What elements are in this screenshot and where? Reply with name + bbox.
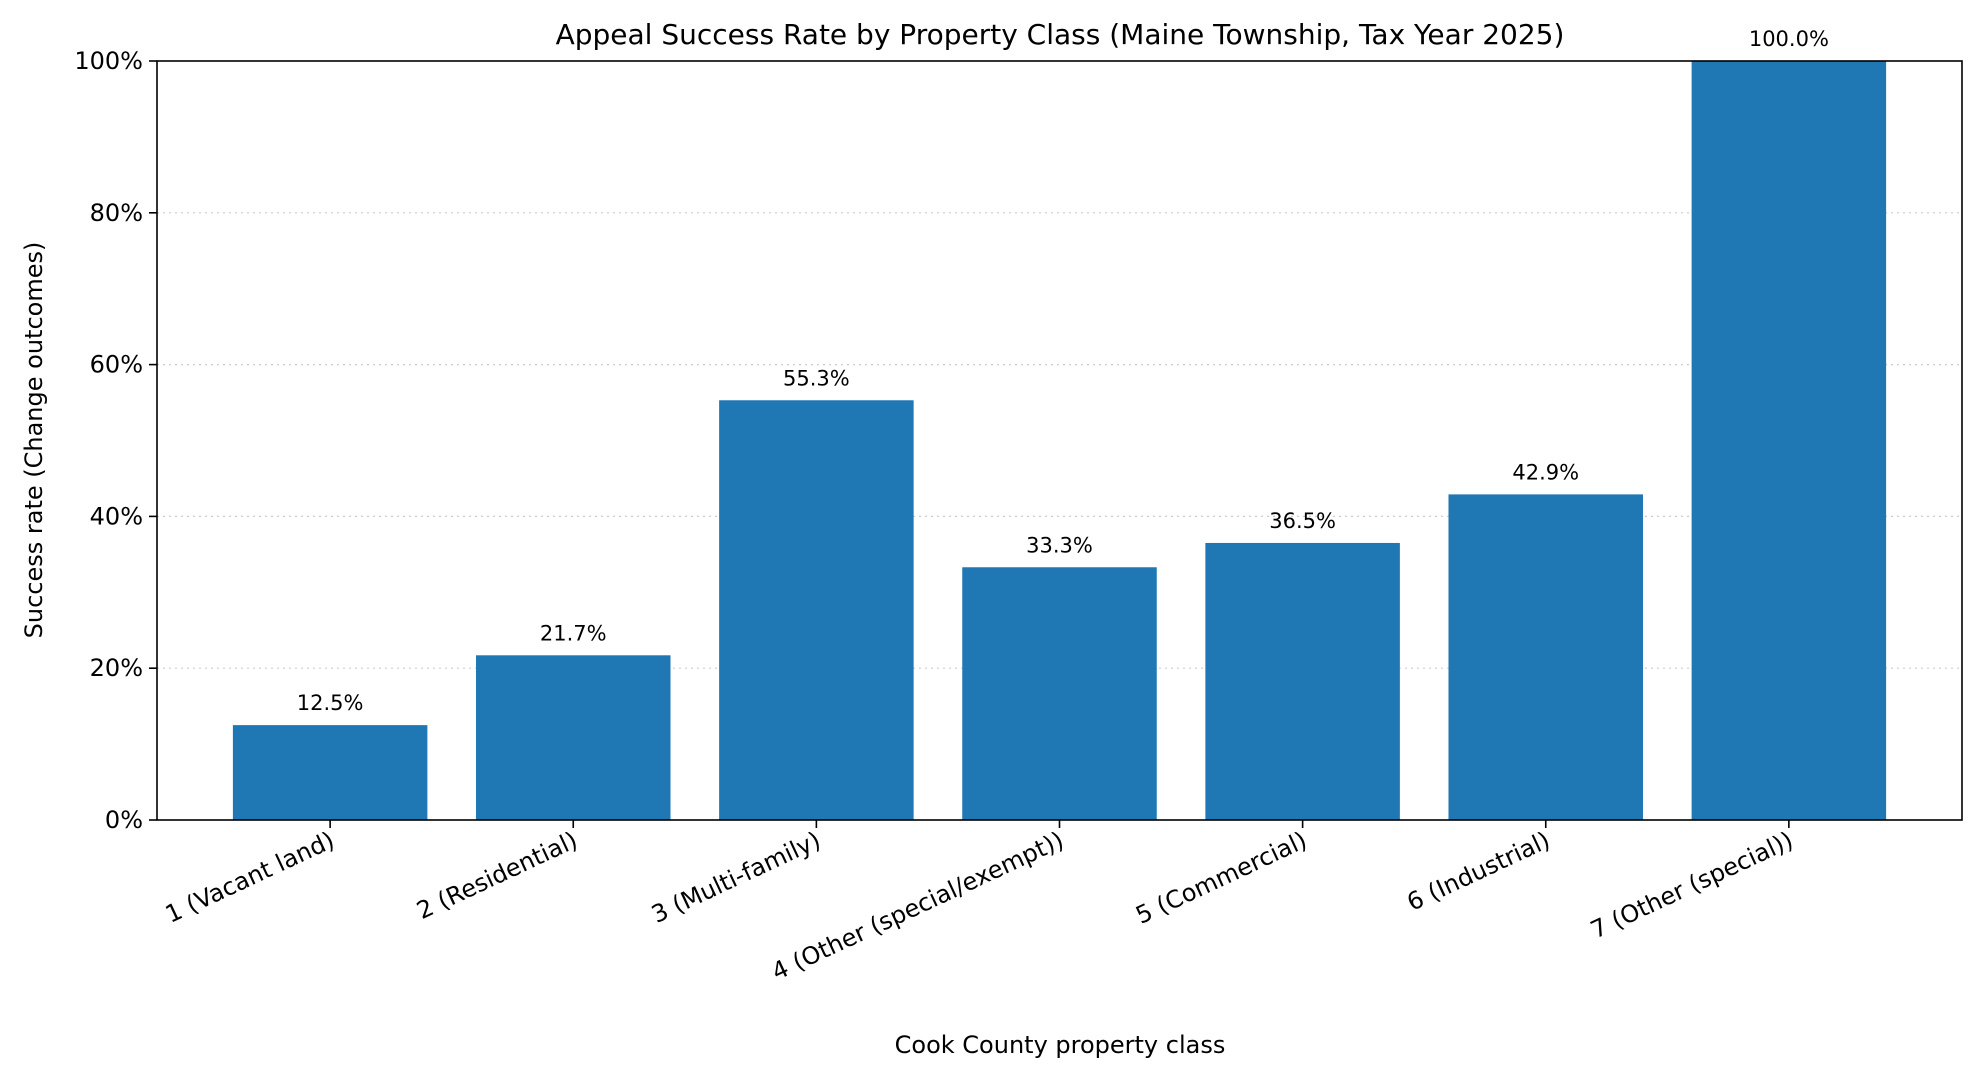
x-tick-label: 6 (Industrial) [1403, 826, 1555, 917]
bar [962, 567, 1157, 820]
data-label: 21.7% [540, 621, 607, 645]
bar [476, 655, 671, 820]
data-label: 55.3% [783, 366, 850, 390]
x-axis-label: Cook County property class [895, 1031, 1226, 1059]
y-axis-ticks: 0% 20% 40% 60% 80% 100% [74, 47, 157, 834]
bar [1205, 542, 1400, 820]
x-tick-label: 2 (Residential) [412, 826, 581, 925]
y-tick-label: 80% [90, 199, 143, 227]
data-label: 36.5% [1269, 509, 1336, 533]
x-axis-ticks: 1 (Vacant land) 2 (Residential) 3 (Multi-f… [161, 820, 1797, 986]
bar [1691, 61, 1887, 820]
y-axis-label: Success rate (Change outcomes) [20, 242, 48, 639]
y-tick-label: 20% [90, 654, 143, 682]
y-tick-label: 40% [90, 502, 143, 530]
bar [1448, 494, 1643, 820]
chart-title: Appeal Success Rate by Property Class (M… [556, 18, 1565, 51]
y-tick-label: 100% [74, 47, 143, 75]
x-tick-label: 3 (Multi-family) [647, 826, 825, 929]
bars [232, 61, 1887, 820]
data-label: 42.9% [1512, 460, 1579, 484]
y-tick-label: 0% [105, 806, 143, 834]
x-tick-label: 5 (Commercial) [1132, 826, 1312, 930]
data-label: 12.5% [297, 691, 364, 715]
y-tick-label: 60% [90, 351, 143, 379]
x-tick-label: 1 (Vacant land) [161, 826, 339, 929]
bar [719, 400, 914, 820]
y-gridlines [157, 212, 1962, 669]
data-labels: 12.5% 21.7% 55.3% 33.3% 36.5% 42.9% 100.0% [297, 27, 1829, 715]
data-label: 33.3% [1026, 533, 1093, 557]
x-tick-label: 7 (Other (special)) [1586, 826, 1797, 944]
bar [232, 725, 428, 820]
data-label: 100.0% [1749, 27, 1829, 51]
